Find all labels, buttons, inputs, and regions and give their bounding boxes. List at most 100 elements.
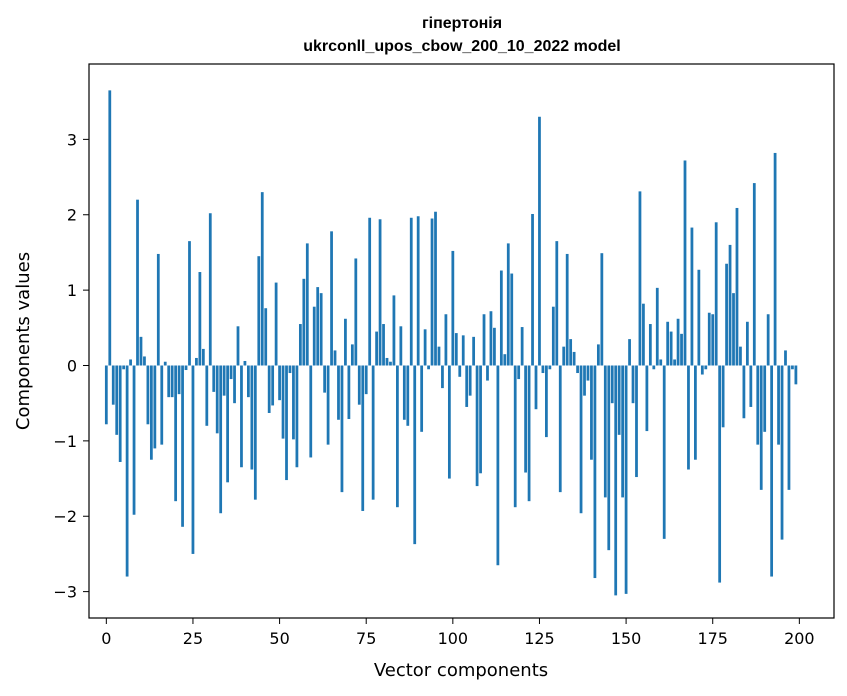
bar-137 bbox=[579, 365, 583, 514]
bar-37 bbox=[233, 365, 236, 404]
bar-46 bbox=[264, 308, 268, 366]
bar-27 bbox=[198, 272, 202, 366]
bar-175 bbox=[711, 314, 715, 366]
bar-140 bbox=[590, 365, 593, 460]
bar-161 bbox=[662, 365, 666, 539]
bar-55 bbox=[295, 365, 299, 468]
y-tick-label: 3 bbox=[67, 130, 77, 149]
bar-9 bbox=[136, 199, 139, 366]
bar-167 bbox=[683, 160, 687, 366]
bar-183 bbox=[739, 346, 742, 366]
x-tick-label: 125 bbox=[524, 629, 555, 648]
bar-81 bbox=[385, 357, 389, 366]
bar-0 bbox=[104, 365, 108, 425]
bar-136 bbox=[576, 365, 579, 374]
bar-71 bbox=[350, 344, 354, 366]
bar-163 bbox=[669, 331, 673, 366]
bar-41 bbox=[247, 365, 250, 398]
bar-83 bbox=[392, 295, 396, 366]
bar-30 bbox=[208, 213, 212, 366]
bar-151 bbox=[628, 339, 631, 366]
bar-198 bbox=[791, 365, 794, 370]
bar-119 bbox=[517, 365, 521, 380]
bar-70 bbox=[347, 365, 351, 420]
x-axis-label: Vector components bbox=[374, 660, 548, 681]
bar-193 bbox=[773, 152, 777, 366]
bar-199 bbox=[794, 365, 798, 385]
bar-76 bbox=[368, 217, 372, 366]
x-tick-label: 25 bbox=[183, 629, 203, 648]
x-tick-label: 100 bbox=[438, 629, 469, 648]
bar-107 bbox=[475, 365, 479, 487]
bar-90 bbox=[416, 216, 420, 366]
bar-31 bbox=[212, 365, 216, 392]
bar-26 bbox=[195, 357, 198, 366]
bar-72 bbox=[354, 258, 358, 366]
bar-115 bbox=[503, 354, 507, 366]
bar-179 bbox=[725, 263, 728, 366]
bar-16 bbox=[160, 365, 164, 445]
bar-128 bbox=[548, 365, 552, 370]
bar-45 bbox=[260, 192, 264, 366]
y-axis-label: Components values bbox=[13, 252, 34, 430]
x-tick-label: 0 bbox=[101, 629, 111, 648]
bar-20 bbox=[174, 365, 178, 502]
bar-105 bbox=[468, 365, 472, 396]
bar-36 bbox=[229, 365, 233, 380]
bar-143 bbox=[600, 253, 604, 366]
bar-54 bbox=[292, 365, 295, 440]
plot-frame bbox=[88, 63, 835, 619]
bar-57 bbox=[302, 278, 306, 366]
bar-56 bbox=[298, 324, 302, 366]
bar-24 bbox=[188, 241, 191, 366]
bar-144 bbox=[603, 365, 607, 498]
bar-194 bbox=[777, 365, 780, 445]
bar-2 bbox=[111, 365, 115, 405]
bar-42 bbox=[250, 365, 254, 470]
bar-117 bbox=[510, 273, 514, 366]
bar-6 bbox=[125, 365, 129, 577]
bar-73 bbox=[357, 365, 361, 405]
bar-93 bbox=[427, 365, 430, 370]
bar-84 bbox=[396, 365, 399, 508]
bar-133 bbox=[565, 253, 569, 366]
y-tick-label: 0 bbox=[67, 356, 77, 375]
bar-108 bbox=[479, 365, 482, 474]
bar-91 bbox=[420, 365, 424, 432]
bar-59 bbox=[309, 365, 313, 458]
bar-64 bbox=[326, 365, 330, 445]
bar-197 bbox=[787, 365, 791, 490]
bar-52 bbox=[285, 365, 288, 481]
bar-171 bbox=[697, 269, 701, 366]
bar-173 bbox=[704, 365, 708, 370]
bar-98 bbox=[444, 314, 448, 366]
bar-125 bbox=[538, 116, 541, 366]
chart-subtitle: ukrconll_upos_cbow_200_10_2022 model bbox=[303, 38, 620, 55]
bar-74 bbox=[361, 365, 365, 511]
bar-189 bbox=[759, 365, 763, 490]
bar-123 bbox=[531, 213, 534, 366]
bar-50 bbox=[278, 365, 281, 401]
bar-19 bbox=[170, 365, 174, 398]
bar-155 bbox=[642, 303, 645, 366]
bar-157 bbox=[648, 324, 652, 366]
bar-32 bbox=[215, 365, 219, 434]
x-tick-label: 200 bbox=[784, 629, 815, 648]
bars-group bbox=[104, 90, 798, 596]
bar-79 bbox=[378, 219, 382, 366]
bar-1 bbox=[108, 90, 112, 366]
x-tick-label: 50 bbox=[269, 629, 289, 648]
bar-190 bbox=[763, 365, 767, 432]
bar-11 bbox=[143, 356, 146, 366]
bar-114 bbox=[499, 270, 503, 366]
bar-15 bbox=[156, 253, 160, 366]
bar-92 bbox=[423, 329, 427, 366]
bar-156 bbox=[645, 365, 649, 432]
bar-174 bbox=[707, 312, 711, 366]
bar-22 bbox=[181, 365, 184, 527]
bar-160 bbox=[659, 359, 663, 366]
bar-44 bbox=[257, 256, 261, 366]
bar-34 bbox=[222, 365, 226, 396]
bar-58 bbox=[305, 243, 309, 366]
